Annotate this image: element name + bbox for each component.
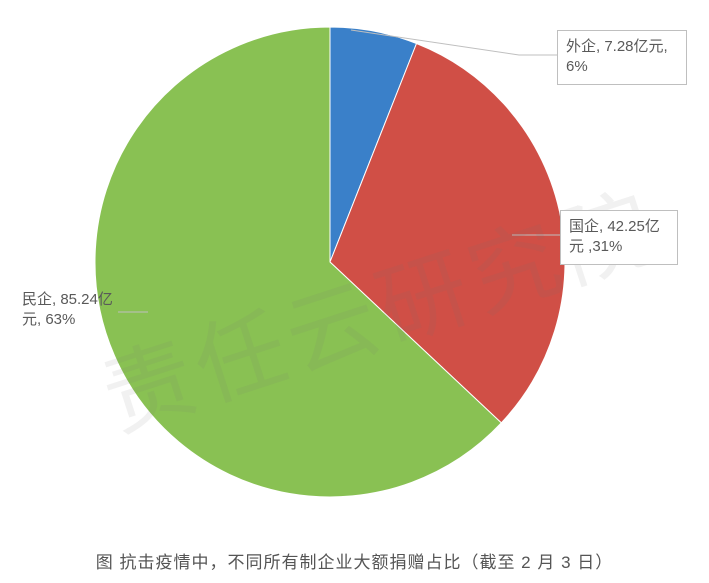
label-foreign-line2: 6%	[566, 58, 588, 75]
pie-chart-area: 责任云研究院 外企, 7.28亿元, 6% 国企, 42.25亿 元 ,31% …	[0, 0, 709, 540]
label-soe-line2: 元 ,31%	[569, 238, 622, 255]
chart-caption: 图 抗击疫情中，不同所有制企业大额捐赠占比（截至 2 月 3 日）	[0, 548, 709, 573]
label-private-line2: 元, 63%	[22, 311, 75, 328]
label-soe-line1: 国企, 42.25亿	[569, 218, 660, 235]
label-private-line1: 民企, 85.24亿	[22, 291, 113, 308]
label-state-owned-enterprise: 国企, 42.25亿 元 ,31%	[560, 210, 678, 265]
label-private-enterprise: 民企, 85.24亿 元, 63%	[22, 290, 137, 331]
label-foreign-enterprise: 外企, 7.28亿元, 6%	[557, 30, 687, 85]
label-foreign-line1: 外企, 7.28亿元,	[566, 38, 668, 55]
